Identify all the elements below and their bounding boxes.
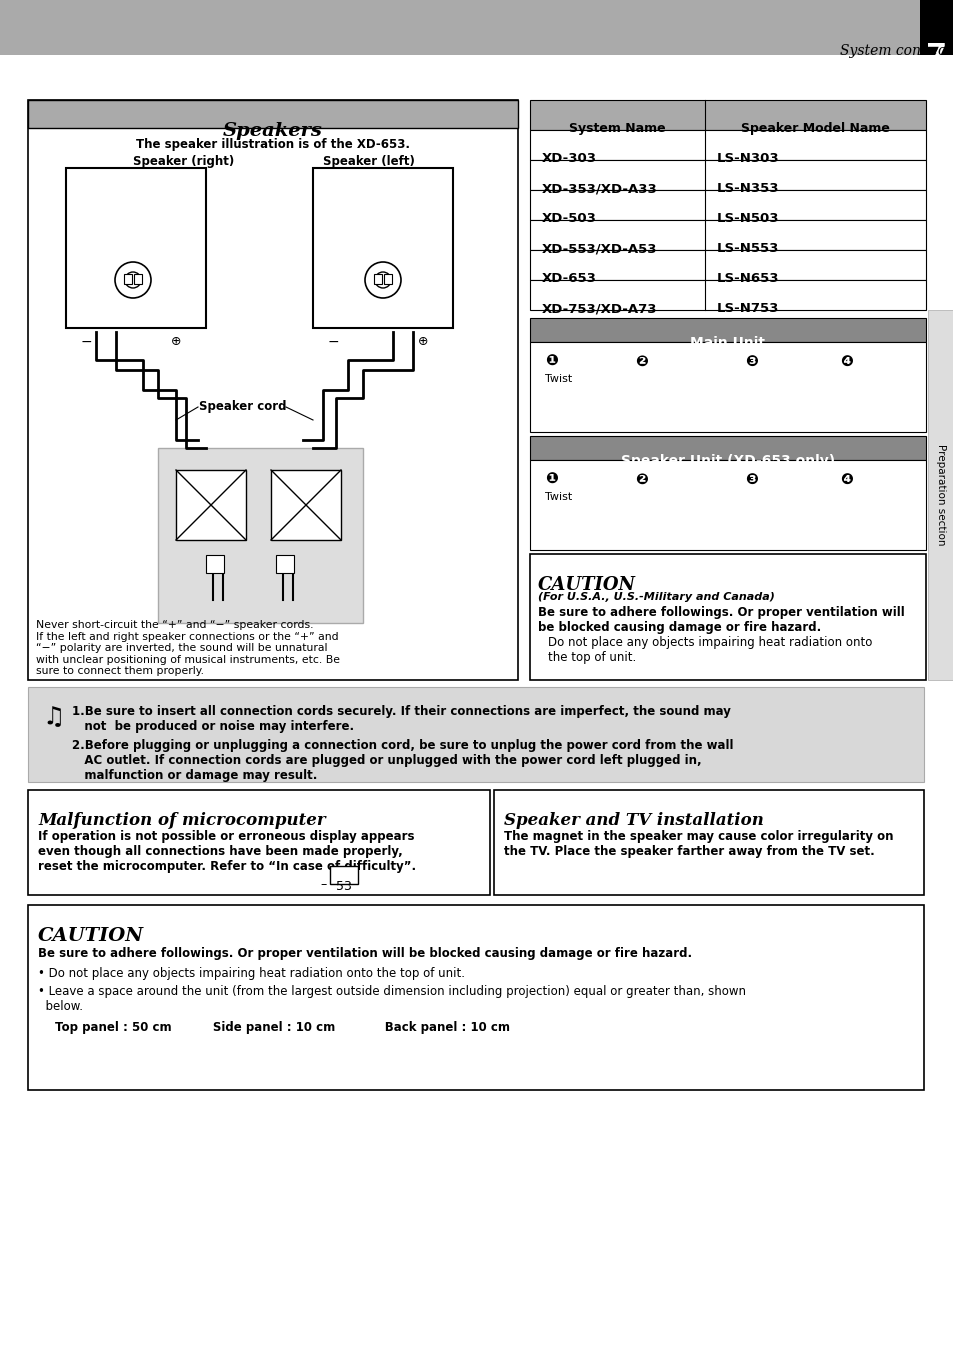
Text: LS-N553: LS-N553 [717, 242, 779, 255]
Text: ❷: ❷ [635, 354, 647, 369]
Text: Twist: Twist [544, 492, 572, 503]
Bar [330, 866, 357, 884]
Bar [530, 250, 925, 280]
Text: Preparation section: Preparation section [935, 444, 945, 546]
Bar [530, 130, 925, 159]
Bar [530, 342, 925, 432]
Bar [530, 190, 925, 220]
Text: System connection: System connection [840, 45, 953, 58]
Bar [530, 436, 925, 459]
Text: ❹: ❹ [840, 354, 852, 369]
Text: CAUTION: CAUTION [537, 576, 636, 594]
Bar [530, 100, 925, 130]
Bar [384, 274, 392, 284]
Bar [206, 555, 224, 573]
Text: Main Unit: Main Unit [690, 336, 764, 350]
Bar [175, 470, 246, 540]
Bar [530, 159, 925, 190]
Text: ❷: ❷ [635, 471, 647, 486]
Bar [271, 470, 340, 540]
Bar [530, 459, 925, 550]
Text: Speaker Model Name: Speaker Model Name [740, 122, 888, 135]
Text: Speaker cord: Speaker cord [199, 400, 287, 413]
Bar [28, 790, 490, 894]
Bar [530, 554, 925, 680]
Text: Be sure to adhere followings. Or proper ventilation will
be blocked causing dama: Be sure to adhere followings. Or proper … [537, 607, 903, 634]
Text: XD-353/XD-A33: XD-353/XD-A33 [541, 182, 657, 195]
Text: XD-303: XD-303 [541, 153, 597, 165]
Text: Speaker (right): Speaker (right) [132, 155, 234, 168]
Text: Do not place any objects impairing heat radiation onto
the top of unit.: Do not place any objects impairing heat … [547, 636, 871, 663]
Text: If operation is not possible or erroneous display appears
even though all connec: If operation is not possible or erroneou… [38, 830, 416, 873]
Text: XD-653: XD-653 [541, 272, 597, 285]
Bar [28, 100, 517, 680]
Text: • Leave a space around the unit (from the largest outside dimension including pr: • Leave a space around the unit (from th… [38, 985, 745, 1013]
Bar [124, 274, 132, 284]
Text: 53: 53 [335, 880, 352, 893]
Text: Speaker (left): Speaker (left) [323, 155, 415, 168]
Text: LS-N653: LS-N653 [717, 272, 779, 285]
Bar [28, 100, 517, 128]
Bar [313, 168, 453, 328]
Text: LS-N753: LS-N753 [717, 303, 779, 315]
Text: System Name: System Name [568, 122, 664, 135]
Text: The speaker illustration is of the XD-653.: The speaker illustration is of the XD-65… [136, 138, 410, 151]
Text: 7: 7 [925, 42, 946, 72]
Text: Be sure to adhere followings. Or proper ventilation will be blocked causing dama: Be sure to adhere followings. Or proper … [38, 947, 691, 961]
Text: Top panel : 50 cm          Side panel : 10 cm            Back panel : 10 cm: Top panel : 50 cm Side panel : 10 cm Bac… [55, 1021, 510, 1034]
Text: ❶: ❶ [544, 471, 558, 486]
Text: −: − [327, 335, 338, 349]
Text: ⊕: ⊕ [417, 335, 428, 349]
Text: LS-N503: LS-N503 [717, 212, 779, 226]
Text: XD-753/XD-A73: XD-753/XD-A73 [541, 303, 657, 315]
Bar [530, 280, 925, 309]
Bar [530, 220, 925, 250]
Bar [0, 0, 953, 55]
Text: 1.Be sure to insert all connection cords securely. If their connections are impe: 1.Be sure to insert all connection cords… [71, 705, 730, 734]
Bar [158, 449, 363, 623]
Text: Twist: Twist [544, 374, 572, 384]
Bar [530, 317, 925, 342]
Bar [494, 790, 923, 894]
Text: ♫: ♫ [42, 705, 64, 730]
Bar [275, 555, 294, 573]
Text: ⊕: ⊕ [171, 335, 181, 349]
Text: Speaker Unit (XD-653 only): Speaker Unit (XD-653 only) [620, 454, 834, 467]
Text: XD-503: XD-503 [541, 212, 597, 226]
Bar [66, 168, 206, 328]
Bar [927, 309, 953, 680]
Text: −: − [80, 335, 91, 349]
Text: (For U.S.A., U.S.-Military and Canada): (For U.S.A., U.S.-Military and Canada) [537, 592, 774, 603]
Text: Speaker and TV installation: Speaker and TV installation [503, 812, 763, 830]
Text: CAUTION: CAUTION [38, 927, 144, 944]
Text: –: – [319, 878, 326, 892]
Text: XD-553/XD-A53: XD-553/XD-A53 [541, 242, 657, 255]
Bar [28, 905, 923, 1090]
Bar [133, 274, 142, 284]
Bar [28, 688, 923, 782]
Text: ❸: ❸ [744, 354, 757, 369]
Text: ❶: ❶ [544, 354, 558, 369]
Text: ❸: ❸ [744, 471, 757, 486]
Text: • Do not place any objects impairing heat radiation onto the top of unit.: • Do not place any objects impairing hea… [38, 967, 464, 979]
Bar [919, 0, 953, 55]
Text: 2.Before plugging or unplugging a connection cord, be sure to unplug the power c: 2.Before plugging or unplugging a connec… [71, 739, 733, 782]
Text: LS-N353: LS-N353 [717, 182, 779, 195]
Text: LS-N303: LS-N303 [717, 153, 779, 165]
Text: The magnet in the speaker may cause color irregularity on
the TV. Place the spea: The magnet in the speaker may cause colo… [503, 830, 893, 858]
Text: Malfunction of microcomputer: Malfunction of microcomputer [38, 812, 325, 830]
Text: ❹: ❹ [840, 471, 852, 486]
Bar [374, 274, 381, 284]
Text: Never short-circuit the “+” and “−” speaker cords.
If the left and right speaker: Never short-circuit the “+” and “−” spea… [36, 620, 339, 677]
Text: Speakers: Speakers [223, 122, 323, 141]
